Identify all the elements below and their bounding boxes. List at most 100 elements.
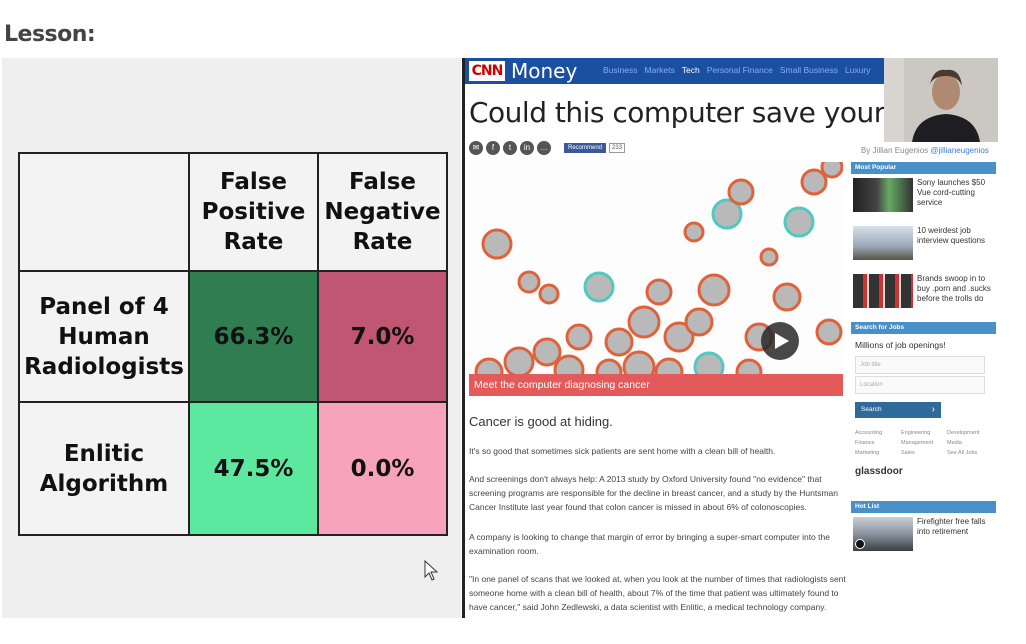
hot-list-header: Hot List	[851, 501, 996, 513]
cnn-logo[interactable]: CNN	[469, 61, 505, 81]
search-button[interactable]: Search ›	[855, 402, 941, 418]
jobs-subtitle: Millions of job openings!	[855, 340, 946, 350]
job-categories: Accounting Engineering Development Finan…	[851, 426, 996, 460]
lesson-heading: Lesson:	[4, 22, 96, 47]
scan-bubble	[583, 271, 615, 303]
job-title-input[interactable]: Job title	[855, 356, 985, 374]
popular-title[interactable]: Brands swoop in to buy .porn and .sucks …	[917, 274, 991, 303]
scan-bubble	[772, 282, 802, 312]
list-item[interactable]: Sony launches $50 Vue cord-cutting servi…	[851, 174, 996, 222]
scan-bubble	[503, 346, 535, 378]
hero-illustration	[474, 162, 843, 387]
most-popular-header: Most Popular	[851, 162, 996, 174]
category-link[interactable]: Engineering	[901, 430, 931, 436]
byline-author[interactable]: By Jillian Eugenios	[861, 146, 929, 155]
scan-bubble	[800, 168, 828, 196]
table-corner	[18, 152, 190, 272]
popular-thumbnail	[853, 178, 913, 212]
category-link[interactable]: Marketing	[855, 450, 880, 456]
row-header-enlitic: Enlitic Algorithm	[18, 401, 190, 536]
category-link[interactable]: Media	[947, 440, 962, 446]
popular-title[interactable]: 10 weirdest job interview questions	[917, 226, 986, 245]
cell-enlitic-fpr: 47.5%	[188, 401, 319, 536]
scan-bubble	[815, 318, 843, 346]
article-lead: Cancer is good at hiding.	[469, 414, 613, 429]
col-header-fpr: False Positive Rate	[188, 152, 319, 272]
category-link[interactable]: Accounting	[855, 430, 883, 436]
presenter-video	[884, 58, 998, 142]
scan-bubble	[627, 305, 661, 339]
scan-bubble	[481, 228, 513, 260]
hero-video[interactable]	[469, 162, 843, 396]
scan-bubble	[683, 221, 705, 243]
money-logo[interactable]: Money	[511, 59, 578, 83]
scan-bubble	[711, 198, 743, 230]
glassdoor-logo[interactable]: glassdoor	[855, 466, 903, 477]
cell-human-fnr: 7.0%	[317, 270, 448, 403]
category-link[interactable]: Finance	[855, 440, 875, 446]
scan-bubble	[820, 162, 843, 179]
scan-bubble	[532, 337, 562, 367]
category-link[interactable]: See All Jobs	[947, 450, 978, 456]
popular-title[interactable]: Sony launches $50 Vue cord-cutting servi…	[917, 178, 986, 207]
play-icon[interactable]	[761, 322, 799, 360]
list-item[interactable]: Firefighter free falls into retirement	[851, 513, 996, 555]
mouse-cursor-icon	[424, 560, 439, 581]
scan-bubble	[663, 321, 695, 353]
social-share-bar: ✉ f t in … Recommend 233	[469, 141, 626, 155]
scan-bubble	[538, 283, 560, 305]
scan-bubble	[565, 323, 593, 351]
job-search-widget: Search for Jobs Millions of job openings…	[851, 322, 996, 483]
hot-list-title[interactable]: Firefighter free falls into retirement	[917, 517, 986, 536]
recommend-count: 233	[609, 143, 626, 153]
email-share-icon[interactable]: ✉	[469, 141, 483, 155]
location-input[interactable]: Location	[855, 376, 985, 394]
article-paragraph: A company is looking to change that marg…	[469, 532, 830, 556]
comparison-table: False Positive Rate False Negative Rate Pane…	[18, 152, 448, 536]
col-header-fnr: False Negative Rate	[317, 152, 448, 272]
slide-panel: False Positive Rate False Negative Rate Pane…	[2, 58, 461, 618]
category-link[interactable]: Management	[901, 440, 934, 446]
article-paragraph: "In one panel of scans that we looked at…	[469, 574, 846, 612]
scan-bubble	[684, 307, 714, 337]
video-play-icon	[855, 539, 865, 549]
hero-caption[interactable]: Meet the computer diagnosing cancer	[469, 374, 843, 396]
nav-item-markets[interactable]: Markets	[644, 65, 675, 75]
byline: By Jillian Eugenios @jillianeugenios	[861, 146, 989, 155]
article-paragraph: It's so good that sometimes sick patient…	[469, 446, 776, 456]
list-item[interactable]: 10 weirdest job interview questions	[851, 222, 996, 270]
scan-bubble	[517, 270, 541, 294]
more-share-icon[interactable]: …	[537, 141, 551, 155]
article-headline: Could this computer save your lif	[469, 96, 918, 129]
category-link[interactable]: Sales	[901, 450, 915, 456]
chevron-right-icon: ›	[931, 404, 935, 415]
jobs-header: Search for Jobs	[851, 322, 996, 334]
popular-thumbnail	[853, 274, 913, 308]
scan-bubble	[759, 247, 779, 267]
twitter-share-icon[interactable]: t	[503, 141, 517, 155]
category-link[interactable]: Development	[947, 430, 980, 436]
scan-bubble	[604, 327, 634, 357]
nav-item-business[interactable]: Business	[603, 65, 638, 75]
nav-item-personal-finance[interactable]: Personal Finance	[706, 65, 773, 75]
facebook-share-icon[interactable]: f	[486, 141, 500, 155]
scan-bubble	[783, 206, 815, 238]
nav-item-luxury[interactable]: Luxury	[844, 65, 871, 75]
scan-bubble	[727, 178, 755, 206]
popular-thumbnail	[853, 226, 913, 260]
cell-enlitic-fnr: 0.0%	[317, 401, 448, 536]
article-panel: CNN Money Business Markets Tech Personal…	[462, 58, 996, 618]
linkedin-share-icon[interactable]: in	[520, 141, 534, 155]
webcam-overlay	[884, 58, 998, 142]
article-paragraph: And screenings don't always help: A 2013…	[469, 474, 839, 512]
recommend-button[interactable]: Recommend	[564, 143, 607, 153]
hot-list-thumbnail	[853, 517, 913, 551]
nav-item-small-business[interactable]: Small Business	[779, 65, 838, 75]
list-item[interactable]: Brands swoop in to buy .porn and .sucks …	[851, 270, 996, 318]
byline-twitter[interactable]: @jillianeugenios	[930, 146, 989, 155]
row-header-human: Panel of 4 Human Radiologists	[18, 270, 190, 403]
scan-bubble	[645, 278, 673, 306]
nav-item-tech[interactable]: Tech	[681, 65, 700, 75]
site-nav: Business Markets Tech Personal Finance S…	[603, 65, 870, 75]
scan-bubble	[697, 273, 731, 307]
